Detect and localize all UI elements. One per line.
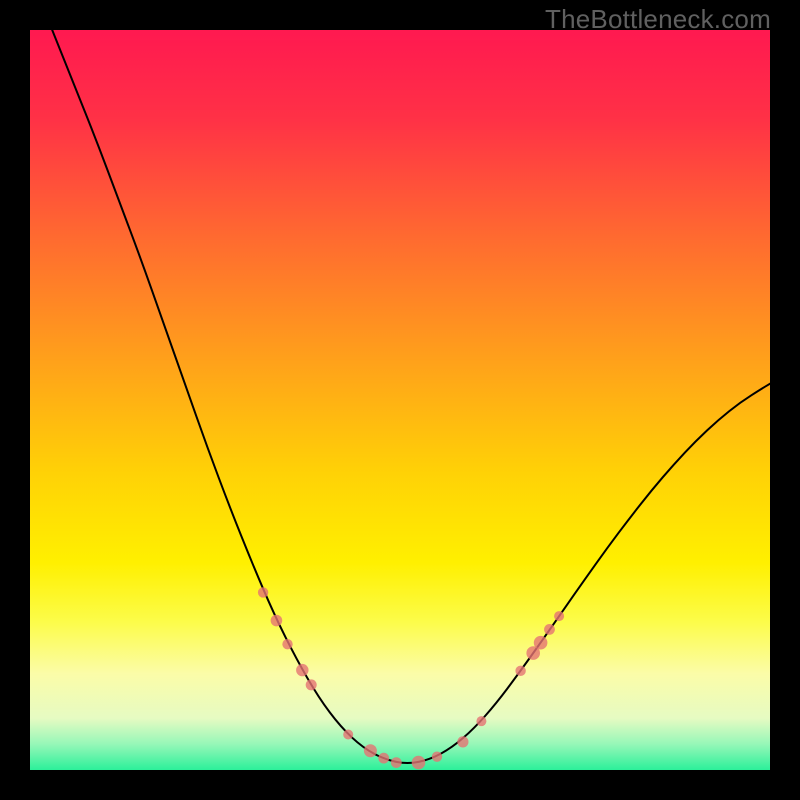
data-marker — [282, 639, 292, 649]
data-marker — [515, 666, 525, 676]
data-marker — [457, 736, 468, 747]
data-marker — [391, 757, 402, 768]
data-marker — [534, 636, 548, 650]
data-marker — [412, 756, 426, 770]
plot-svg — [30, 30, 770, 770]
chart-frame: TheBottleneck.com — [0, 0, 800, 800]
data-marker — [544, 624, 555, 635]
plot-area — [30, 30, 770, 770]
data-marker — [258, 587, 268, 597]
data-marker — [296, 664, 308, 676]
data-marker — [271, 615, 283, 627]
data-marker — [432, 751, 442, 761]
data-marker — [476, 716, 486, 726]
data-marker — [554, 611, 564, 621]
data-marker — [343, 729, 353, 739]
data-marker — [378, 753, 389, 764]
plot-background — [30, 30, 770, 770]
data-marker — [306, 679, 317, 690]
data-marker — [364, 744, 377, 757]
